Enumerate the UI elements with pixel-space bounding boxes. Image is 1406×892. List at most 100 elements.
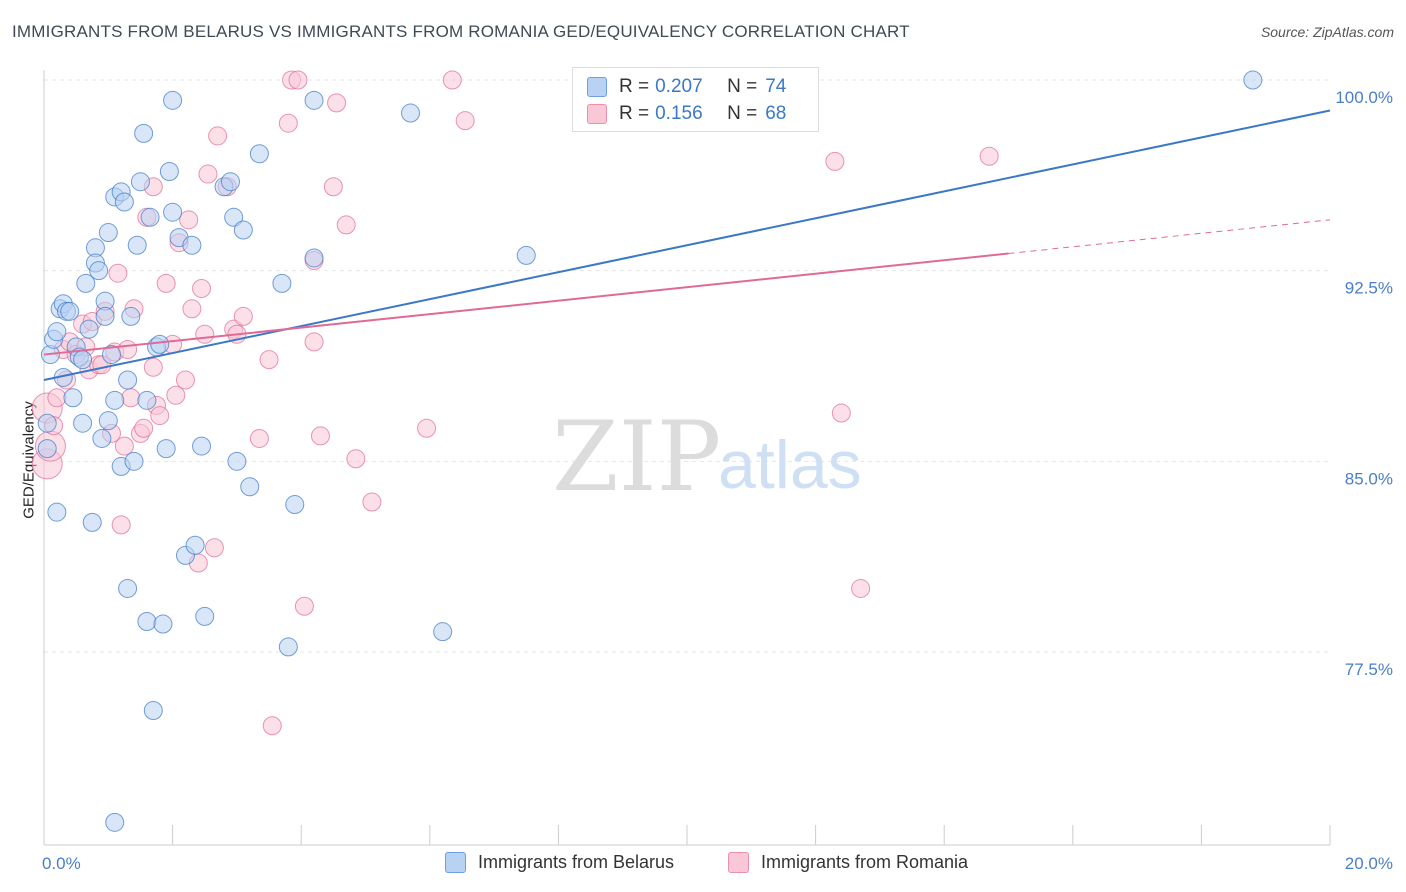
belarus-point: [150, 334, 170, 354]
belarus-point: [105, 812, 125, 832]
belarus-point: [224, 207, 244, 227]
belarus-point: [137, 390, 157, 410]
romania-point: [825, 151, 845, 171]
belarus-point: [220, 172, 240, 192]
legend-label-romania: Immigrants from Romania: [761, 852, 969, 872]
romania-point: [288, 70, 308, 90]
romania-point: [851, 578, 871, 598]
belarus-swatch: [587, 77, 607, 97]
romania-point: [143, 357, 163, 377]
y-tick-label: 92.5%: [1345, 279, 1393, 298]
romania-point: [831, 403, 851, 423]
romania-point: [233, 306, 253, 326]
belarus-point: [233, 220, 253, 240]
belarus-point: [249, 144, 269, 164]
romania-point: [455, 111, 475, 131]
belarus-point: [37, 413, 57, 433]
legend-item-belarus[interactable]: Immigrants from Belarus: [445, 852, 674, 873]
belarus-point: [130, 172, 150, 192]
belarus-point: [127, 235, 147, 255]
belarus-point: [82, 512, 102, 532]
belarus-point: [163, 202, 183, 222]
romania-point: [278, 113, 298, 133]
belarus-point: [60, 301, 80, 321]
y-tick-label: 77.5%: [1345, 660, 1393, 679]
romania-point: [208, 126, 228, 146]
belarus-point: [98, 223, 118, 243]
x-tick-label: 0.0%: [42, 854, 81, 873]
romania-point: [114, 436, 134, 456]
belarus-point: [192, 436, 212, 456]
romania-legend-swatch: [728, 852, 749, 873]
romania-point: [362, 492, 382, 512]
romania-point: [336, 215, 356, 235]
romania-point: [304, 332, 324, 352]
x-tick-label: 20.0%: [1345, 854, 1393, 873]
romania-r-value: 0.156: [655, 103, 703, 124]
belarus-point: [285, 495, 305, 515]
belarus-point: [105, 390, 125, 410]
belarus-trend-line: [43, 109, 1331, 381]
n-label: N =: [727, 76, 758, 97]
romania-point: [294, 596, 314, 616]
belarus-point: [182, 235, 202, 255]
belarus-point: [114, 192, 134, 212]
legend-row-belarus: R = 0.207 N = 74: [587, 75, 786, 99]
belarus-point: [47, 502, 67, 522]
correlation-legend: R = 0.207 N = 74 R = 0.156 N = 68: [572, 67, 819, 132]
romania-n-value: 68: [765, 103, 787, 124]
belarus-point: [278, 637, 298, 657]
belarus-point: [92, 428, 112, 448]
romania-point: [108, 263, 128, 283]
r-label: R =: [619, 76, 650, 97]
belarus-point: [76, 273, 96, 293]
y-tick-labels: 77.5% 85.0% 92.5% 100.0%: [1335, 88, 1393, 679]
romania-point: [198, 164, 218, 184]
romania-point: [327, 93, 347, 113]
belarus-point: [1243, 70, 1263, 90]
watermark-atlas: atlas: [718, 427, 862, 503]
romania-point: [156, 273, 176, 293]
belarus-point: [37, 439, 57, 459]
belarus-point: [118, 370, 138, 390]
belarus-point: [516, 245, 536, 265]
romania-point: [134, 418, 154, 438]
belarus-point: [137, 611, 157, 631]
belarus-point: [143, 700, 163, 720]
r-label: R =: [619, 103, 650, 124]
belarus-r-value: 0.207: [655, 76, 703, 97]
n-label: N =: [727, 103, 758, 124]
romania-point: [47, 388, 67, 408]
belarus-point: [304, 248, 324, 268]
belarus-point: [124, 451, 144, 471]
belarus-point: [118, 578, 138, 598]
belarus-point: [102, 345, 122, 365]
y-tick-label: 85.0%: [1345, 469, 1393, 488]
romania-trend-line-extension: [1008, 219, 1331, 255]
gridlines: [44, 79, 1330, 653]
belarus-point: [163, 90, 183, 110]
romania-trend-line: [43, 252, 1009, 356]
romania-point: [182, 299, 202, 319]
belarus-point: [140, 207, 160, 227]
romania-point: [249, 428, 269, 448]
watermark-zip: ZIP: [552, 401, 721, 513]
belarus-point: [134, 123, 154, 143]
romania-point: [346, 449, 366, 469]
belarus-point: [227, 451, 247, 471]
belarus-legend-swatch: [445, 852, 466, 873]
belarus-point: [153, 614, 173, 634]
romania-point: [192, 278, 212, 298]
belarus-point: [185, 535, 205, 555]
romania-point: [979, 146, 999, 166]
romania-point: [259, 350, 279, 370]
belarus-point: [98, 411, 118, 431]
belarus-point: [95, 306, 115, 326]
belarus-point: [79, 319, 99, 339]
legend-item-romania[interactable]: Immigrants from Romania: [728, 852, 968, 873]
romania-swatch: [587, 104, 607, 124]
belarus-point: [304, 90, 324, 110]
legend-row-romania: R = 0.156 N = 68: [587, 102, 786, 126]
belarus-point: [156, 439, 176, 459]
chart-title: IMMIGRANTS FROM BELARUS VS IMMIGRANTS FR…: [12, 22, 910, 41]
